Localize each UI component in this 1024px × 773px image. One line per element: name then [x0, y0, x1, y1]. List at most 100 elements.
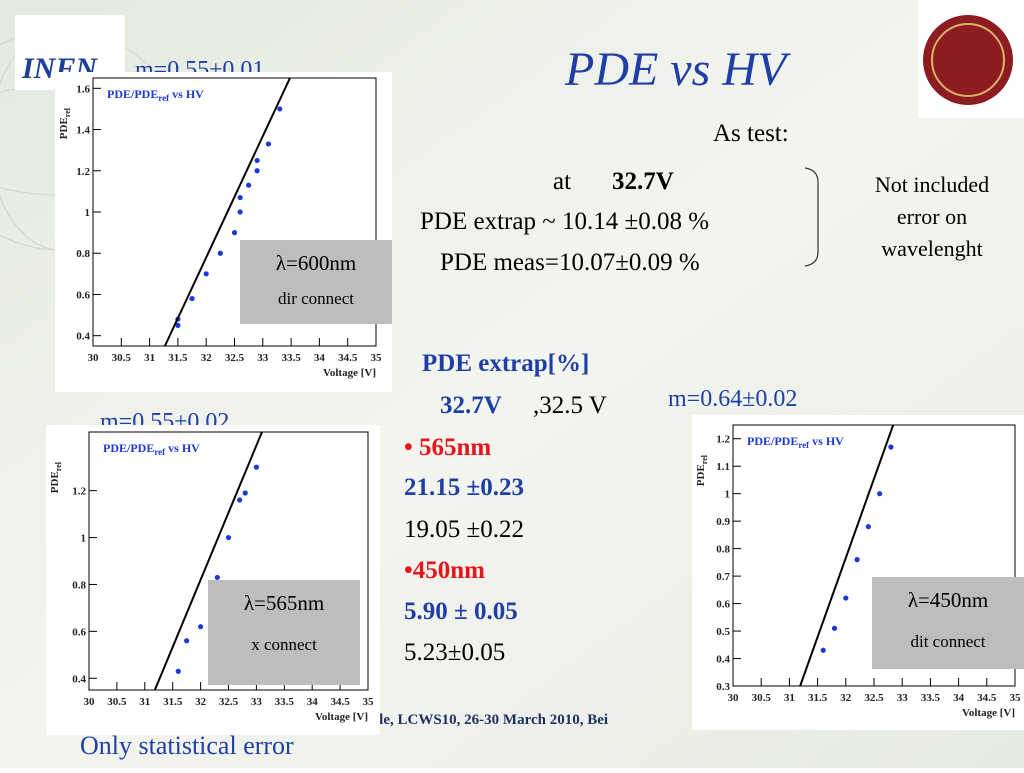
y-tick-label: 1.2	[76, 166, 90, 178]
chart-title-part: vs HV	[809, 434, 844, 448]
y-tick-label: 0.6	[76, 289, 90, 301]
data-point	[831, 625, 838, 631]
y-tick-label: 0.8	[716, 544, 730, 556]
x-tick-label: 32	[840, 692, 852, 704]
x-tick-label: 31	[139, 696, 150, 708]
chart-title: PDE/PDEref vs HV	[103, 441, 200, 457]
chart-image	[55, 72, 392, 392]
chart-title: PDE/PDEref vs HV	[747, 434, 844, 450]
fit-line	[163, 77, 291, 347]
test-at: at	[553, 168, 571, 195]
data-point	[888, 444, 894, 450]
data-point	[237, 497, 243, 503]
x-tick-label: 32.5	[219, 696, 239, 708]
result-extrap: 21.15 ±0.23	[404, 474, 524, 501]
y-tick-label: 0.5	[716, 626, 730, 638]
data-point	[277, 106, 283, 112]
y-axis-label-part: rel	[54, 461, 63, 471]
chart-title-part: ref	[158, 93, 170, 103]
x-tick-label: 33	[251, 696, 263, 708]
chart-title-part: ref	[154, 447, 166, 457]
x-tick-label: 34.5	[330, 696, 350, 708]
x-tick-label: 34	[307, 696, 319, 708]
x-tick-label: 32.5	[225, 352, 245, 364]
y-axis-label-part: PDE	[695, 464, 707, 486]
x-tick-label: 30	[728, 692, 740, 704]
note-line: wavelenght	[881, 236, 982, 261]
x-axis-label: Voltage [V]	[323, 367, 376, 379]
y-tick-label: 0.6	[72, 626, 86, 638]
y-tick-label: 1.2	[716, 434, 730, 446]
data-point	[254, 168, 260, 174]
x-tick-label: 34	[953, 692, 965, 704]
y-tick-label: 0.3	[716, 681, 730, 693]
x-tick-label: 32.5	[864, 692, 884, 704]
data-point	[203, 271, 209, 277]
y-tick-label: 1	[85, 207, 91, 219]
y-tick-label: 0.8	[76, 248, 90, 260]
data-point	[253, 464, 259, 470]
footer: ile, LCWS10, 26-30 March 2010, Bei	[375, 712, 608, 728]
test-voltage: 32.7V	[612, 168, 674, 195]
chart-title-part: PDE/PDE	[103, 441, 154, 455]
y-axis-label-part: PDE	[58, 117, 70, 139]
chart-title-part: vs HV	[169, 87, 204, 101]
data-point	[175, 668, 181, 674]
result-meas: 5.23±0.05	[404, 639, 505, 666]
x-tick-label: 30	[88, 352, 100, 364]
data-point	[175, 322, 181, 328]
x-tick-label: 35	[1010, 692, 1022, 704]
seal	[923, 15, 1013, 105]
y-tick-label: 1	[81, 533, 87, 545]
y-tick-label: 1.1	[716, 461, 730, 473]
data-point	[237, 209, 243, 215]
data-point	[254, 157, 260, 164]
slide-title: PDE vs HV	[564, 43, 791, 96]
y-tick-label: 1.2	[72, 486, 86, 498]
test-meas: PDE meas=10.07±0.09 %	[440, 249, 700, 276]
x-tick-label: 30	[84, 696, 96, 708]
x-tick-label: 34.5	[977, 692, 997, 704]
data-point	[198, 624, 204, 630]
x-tick-label: 31	[144, 352, 155, 364]
data-point	[231, 230, 238, 236]
x-tick-label: 31.5	[163, 696, 183, 708]
data-point	[225, 534, 232, 541]
x-tick-label: 30.5	[107, 696, 127, 708]
result-extrap: 5.90 ± 0.05	[404, 598, 518, 625]
label-box	[240, 240, 392, 324]
bracket	[804, 167, 819, 267]
x-tick-label: 32	[195, 696, 207, 708]
data-point	[246, 182, 252, 188]
test-heading: As test:	[713, 120, 789, 147]
y-axis-label-part: PDE	[49, 471, 61, 493]
chart-title: PDE/PDEref vs HV	[107, 87, 204, 103]
data-point	[184, 638, 190, 644]
wavelength: •450nm	[404, 557, 485, 584]
x-tick-label: 35	[363, 696, 375, 708]
data-point	[242, 490, 248, 496]
chart-title-part: ref	[798, 440, 810, 450]
fit-line	[799, 424, 895, 687]
connection-label: x connect	[251, 635, 317, 654]
y-tick-label: 0.4	[72, 673, 86, 685]
slope-label: m=0.64±0.02	[668, 386, 797, 412]
label-box	[208, 580, 360, 685]
data-point	[854, 557, 860, 563]
data-point	[217, 250, 223, 256]
wavelength-label: λ=450nm	[908, 588, 988, 612]
chart-title-part: PDE/PDE	[747, 434, 798, 448]
test-extrap: PDE extrap ~ 10.14 ±0.08 %	[420, 208, 709, 235]
x-tick-label: 33.5	[281, 352, 301, 364]
y-tick-label: 0.4	[716, 654, 730, 666]
x-tick-label: 30.5	[112, 352, 132, 364]
x-tick-label: 35	[371, 352, 383, 364]
results-heading: PDE extrap[%]	[422, 350, 589, 377]
y-tick-label: 0.6	[716, 599, 730, 611]
y-axis-label: PDErel	[695, 454, 709, 486]
fit-line	[153, 431, 263, 691]
x-tick-label: 32	[201, 352, 213, 364]
x-tick-label: 30.5	[752, 692, 772, 704]
